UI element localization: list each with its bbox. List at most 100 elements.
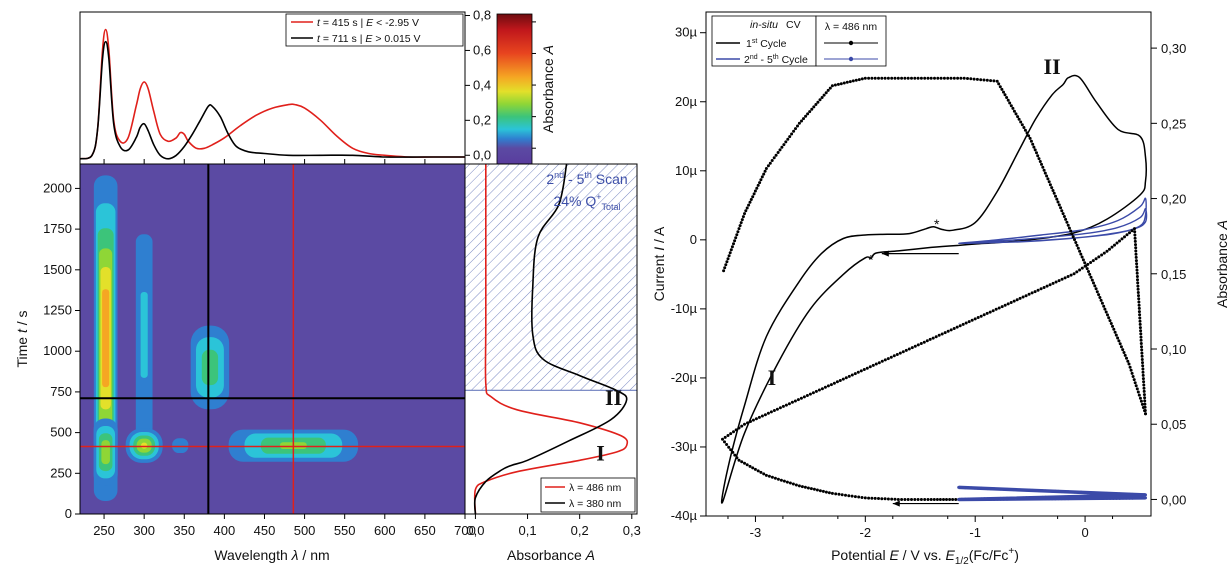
cv-ytick-right-label: 0,15: [1161, 267, 1186, 282]
cv-legend: in-situ CV 1st Cycle 2nd - 5th Cycle λ =…: [711, 15, 887, 67]
absorbance-dot-4: [1066, 275, 1070, 278]
absorbance-dot-4: [729, 448, 733, 452]
absorbance-dot-4: [910, 346, 914, 350]
absorbance-dot-4: [1133, 381, 1137, 385]
absorbance-dot-4: [806, 486, 810, 490]
absorbance-dot-4: [782, 479, 786, 483]
absorbance-dot-4: [1009, 104, 1013, 108]
absorbance-dot-4: [1098, 296, 1102, 299]
absorbance-dot-4: [1136, 281, 1140, 285]
absorbance-dot-4: [738, 224, 742, 228]
absorbance-dot-4: [943, 331, 947, 335]
absorbance-dot-4: [1113, 330, 1117, 334]
absorbance-dot-4: [1028, 136, 1032, 140]
absorbance-dot-4: [835, 380, 839, 384]
absorbance-dot-4: [790, 132, 794, 136]
absorbance-dot-4: [883, 358, 887, 362]
absorbance-dot-4: [1109, 322, 1113, 325]
absorbance-dot-4: [1141, 370, 1145, 374]
absorbance-dot-4: [1133, 227, 1136, 231]
absorbance-dot-4: [857, 78, 861, 82]
absorbance-dot-4: [883, 76, 887, 80]
absorbance-blue-line: [958, 485, 1146, 502]
absorbance-dot-4: [776, 151, 780, 154]
cv-xtick-label: -3: [750, 525, 762, 540]
absorbance-dot-4: [808, 110, 812, 114]
absorbance-dot-4: [1005, 96, 1009, 99]
cv-ytick-right-label: 0,20: [1161, 192, 1186, 207]
absorbance-dot-4: [926, 498, 930, 501]
absorbance-dot-4: [830, 84, 834, 88]
absorbance-dot-4: [992, 79, 996, 83]
absorbance-dot-4: [732, 430, 735, 434]
absorbance-dot-4: [794, 483, 798, 487]
colorbar: Absorbance A: [496, 13, 556, 165]
absorbance-dot-4: [1134, 246, 1138, 250]
absorbance-dot-4: [725, 260, 729, 264]
absorbance-dot-4: [786, 137, 790, 141]
absorbance-dot-4: [982, 313, 986, 317]
side-profile-panel: 0,0 0,1 0,2 0,3 2nd - 5th Scan 24% Q+Total …: [464, 163, 641, 563]
absorbance-dot-4: [1111, 324, 1114, 328]
absorbance-dot-4: [1108, 247, 1111, 251]
absorbance-dot-4: [877, 76, 880, 80]
heatmap-ylabel: Time t / s: [14, 310, 30, 367]
heatmap-contour-1: [101, 440, 110, 465]
absorbance-dot-4: [1134, 259, 1138, 263]
absorbance-dot-4: [919, 342, 923, 345]
absorbance-dot-4: [1036, 288, 1040, 292]
cv-ytick-right-label: 0,05: [1161, 417, 1186, 432]
heatmap-ytick-label: 250: [50, 465, 72, 480]
shaded-region: [465, 164, 637, 391]
absorbance-dot-4: [837, 492, 841, 496]
absorbance-dot-4: [740, 424, 744, 428]
legend-t-711: 711: [332, 33, 349, 45]
absorbance-dot-4: [736, 230, 740, 234]
absorbance-dot-4: [929, 498, 933, 501]
absorbance-dot-4: [1090, 278, 1094, 282]
absorbance-dot-4: [1106, 313, 1109, 317]
absorbance-dot-4: [1137, 297, 1141, 301]
absorbance-dot-4: [1089, 275, 1093, 279]
absorbance-dot-4: [814, 389, 818, 393]
absorbance-dot-4: [1112, 327, 1116, 331]
absorbance-dot-4: [863, 76, 867, 80]
heatmap-xtick-label: 350: [173, 523, 195, 538]
absorbance-dot-4: [952, 76, 956, 80]
absorbance-dot-4: [838, 379, 842, 382]
absorbance-dot-4: [1076, 246, 1080, 250]
absorbance-dot-4: [1033, 148, 1037, 152]
absorbance-dot-4: [733, 239, 737, 243]
absorbance-dot-4: [1054, 194, 1057, 198]
absorbance-dot-4: [1140, 345, 1143, 349]
absorbance-dot-4: [997, 306, 1001, 310]
absorbance-dot-4: [752, 192, 756, 196]
absorbance-dot-4: [735, 456, 739, 460]
absorbance-dot-4: [1048, 183, 1052, 187]
absorbance-dot-4: [1036, 154, 1040, 158]
absorbance-dot-4: [854, 78, 858, 82]
absorbance-dot-4: [1042, 286, 1046, 289]
cv-panel: -3 -2 -1 0 30µ 20µ 10µ 0 -10µ -20µ -30µ -40µ 0,30 0…: [651, 11, 1230, 567]
cv-arrowhead-1: [881, 250, 889, 257]
absorbance-dot-4: [772, 156, 776, 160]
absorbance-dot-4: [1060, 277, 1064, 281]
absorbance-dot-4: [959, 76, 963, 80]
absorbance-dot-4: [737, 426, 741, 430]
absorbance-dot-4: [1135, 265, 1139, 269]
heatmap-xtick-label: 700: [454, 523, 476, 538]
absorbance-dot-4: [1140, 354, 1144, 358]
absorbance-dot-4: [1100, 301, 1104, 305]
absorbance-dot-4: [1055, 197, 1059, 201]
absorbance-dot-4: [1133, 233, 1137, 237]
absorbance-dot-4: [1143, 396, 1147, 400]
absorbance-dot-4: [727, 254, 731, 258]
absorbance-dot-4: [964, 321, 968, 325]
absorbance-dot-4: [1018, 296, 1022, 300]
absorbance-dot-4: [1115, 241, 1119, 245]
cv-ylabel-right: Absorbance A: [1214, 220, 1230, 308]
absorbance-dot-4: [804, 114, 808, 118]
absorbance-dot-4: [1020, 123, 1024, 127]
absorbance-dot-4: [802, 395, 806, 399]
absorbance-dot-4: [728, 251, 732, 255]
